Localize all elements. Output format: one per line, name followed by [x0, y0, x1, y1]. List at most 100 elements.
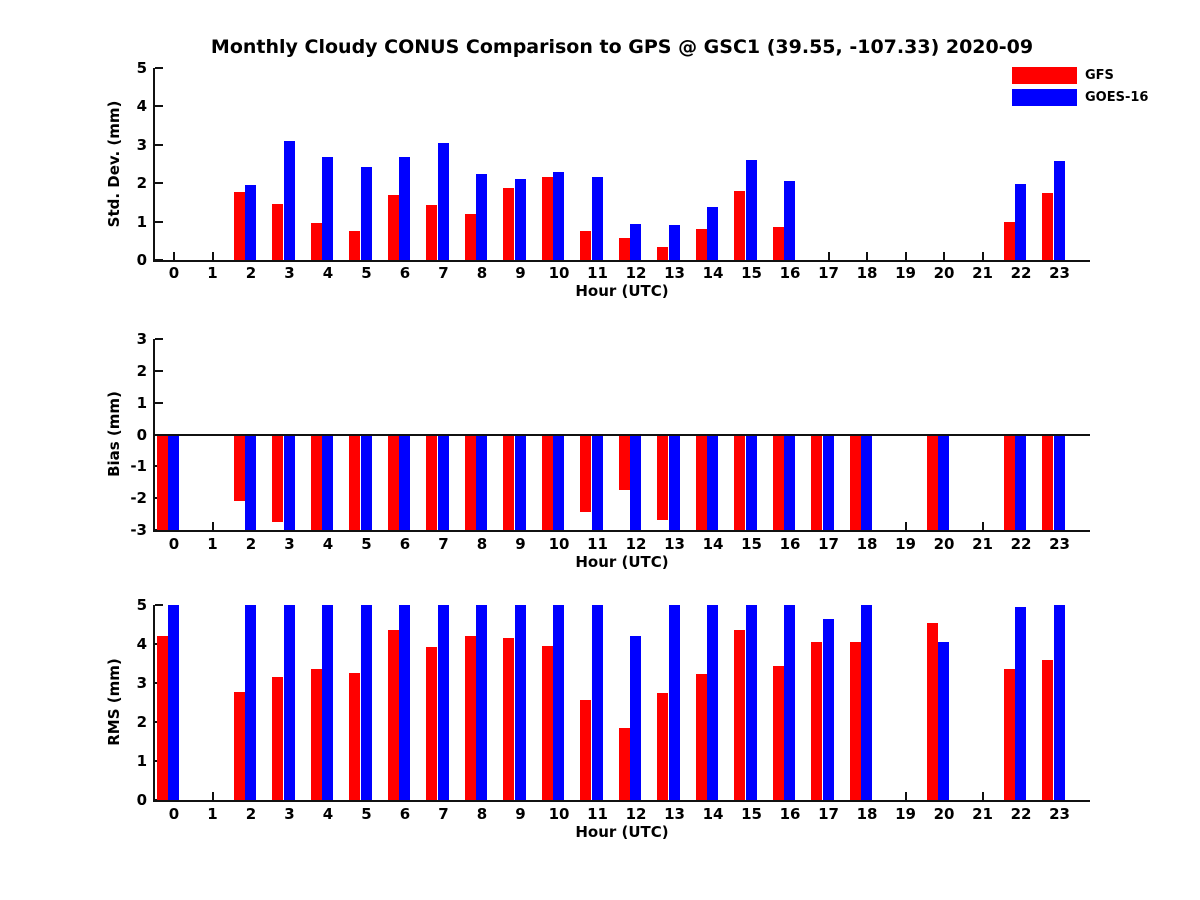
y-tick — [155, 401, 163, 404]
y-tick-label: 2 — [136, 174, 147, 193]
x-tick — [211, 792, 214, 800]
y-tick-label: 3 — [136, 674, 147, 692]
legend-item-goes16: GOES-16 — [1012, 89, 1148, 106]
bar-gfs-hour-13 — [657, 434, 669, 521]
y-tick-label: 4 — [136, 635, 147, 653]
bar-gfs-hour-9 — [503, 638, 515, 800]
bar-gfs-hour-4 — [310, 669, 322, 800]
y-tick — [155, 182, 163, 185]
bar-goes-16-hour-5 — [360, 605, 372, 800]
bar-goes-16-hour-2 — [245, 434, 257, 530]
x-tick-label: 13 — [664, 535, 685, 553]
x-tick-label: 21 — [972, 535, 993, 553]
bar-gfs-hour-23 — [1042, 192, 1054, 260]
x-tick-label: 3 — [284, 535, 295, 553]
bar-goes-16-hour-9 — [514, 434, 526, 530]
bar-gfs-hour-8 — [464, 213, 476, 260]
bar-goes-16-hour-22 — [1015, 434, 1027, 530]
legend-label-gfs: GFS — [1085, 68, 1114, 83]
x-tick-label: 5 — [361, 264, 372, 282]
bar-gfs-hour-18 — [849, 434, 861, 530]
x-axis-label-stddev: Hour (UTC) — [575, 282, 669, 300]
bar-goes-16-hour-4 — [322, 605, 334, 800]
x-tick — [211, 522, 214, 530]
x-tick-label: 12 — [625, 805, 647, 823]
x-tick-label: 6 — [399, 805, 411, 823]
y-tick — [155, 105, 163, 108]
x-tick-label: 21 — [972, 264, 993, 282]
x-tick-label: 23 — [1049, 264, 1070, 282]
x-tick-label: 15 — [741, 805, 762, 823]
bar-goes-16-hour-14 — [707, 207, 719, 260]
y-tick-label: 1 — [136, 212, 147, 231]
bar-gfs-hour-23 — [1042, 659, 1054, 800]
x-tick-label: 12 — [625, 535, 647, 553]
bar-goes-16-hour-0 — [168, 434, 180, 530]
x-tick-label: 12 — [625, 264, 647, 282]
y-tick-label: 3 — [136, 330, 147, 348]
bar-goes-16-hour-14 — [707, 605, 719, 800]
x-tick-label: 15 — [741, 264, 762, 282]
zero-line — [155, 433, 1090, 436]
bar-goes-16-hour-16 — [784, 434, 796, 530]
bar-goes-16-hour-6 — [399, 157, 411, 260]
x-tick-label: 2 — [245, 264, 257, 282]
x-tick-label: 7 — [438, 805, 449, 823]
x-axis-label-bias: Hour (UTC) — [575, 553, 669, 571]
x-tick — [981, 252, 984, 260]
x-tick-label: 5 — [361, 805, 372, 823]
bar-goes-16-hour-2 — [245, 605, 257, 800]
x-tick-label: 17 — [818, 264, 839, 282]
x-tick-label: 5 — [361, 535, 372, 553]
bar-goes-16-hour-11 — [591, 434, 603, 530]
y-tick-label: -3 — [130, 521, 147, 539]
x-tick — [904, 792, 907, 800]
legend-label-goes16: GOES-16 — [1085, 90, 1149, 105]
stddev-plot-area — [153, 67, 1090, 262]
bar-gfs-hour-17 — [811, 641, 823, 800]
bias-plot-area — [153, 338, 1090, 532]
bar-goes-16-hour-23 — [1053, 605, 1065, 800]
bar-goes-16-hour-4 — [322, 157, 334, 260]
x-tick-label: 17 — [818, 805, 839, 823]
bar-goes-16-hour-17 — [822, 618, 834, 800]
y-tick-label: 5 — [136, 596, 147, 614]
x-tick-label: 16 — [779, 535, 801, 553]
bar-gfs-hour-22 — [1003, 221, 1015, 260]
x-tick-label: 8 — [476, 264, 488, 282]
bar-goes-16-hour-8 — [476, 434, 488, 530]
x-tick-label: 19 — [895, 535, 916, 553]
x-tick-label: 22 — [1010, 535, 1032, 553]
bar-goes-16-hour-12 — [630, 434, 642, 530]
x-tick — [981, 792, 984, 800]
bar-goes-16-hour-8 — [476, 173, 488, 260]
x-tick-label: 14 — [702, 535, 724, 553]
x-tick — [943, 252, 945, 260]
y-tick-label: 1 — [136, 393, 147, 412]
x-tick-label: 11 — [587, 264, 608, 282]
x-tick-label: 6 — [399, 264, 411, 282]
bar-goes-16-hour-6 — [399, 434, 411, 530]
x-tick-label: 9 — [515, 535, 526, 553]
x-tick-label: 9 — [515, 264, 526, 282]
bar-goes-16-hour-15 — [745, 434, 757, 530]
bar-goes-16-hour-18 — [861, 434, 873, 530]
x-tick-label: 19 — [895, 264, 916, 282]
x-tick — [173, 252, 175, 260]
bar-gfs-hour-6 — [387, 194, 399, 260]
bar-gfs-hour-2 — [233, 691, 245, 800]
x-tick — [981, 522, 984, 530]
x-tick-label: 22 — [1010, 264, 1032, 282]
bar-goes-16-hour-0 — [168, 605, 180, 800]
bar-gfs-hour-0 — [156, 434, 168, 530]
bar-goes-16-hour-9 — [514, 179, 526, 260]
x-tick-label: 3 — [284, 805, 295, 823]
x-tick-label: 1 — [207, 805, 218, 823]
bar-goes-16-hour-6 — [399, 605, 411, 800]
bar-goes-16-hour-10 — [553, 172, 565, 260]
bar-gfs-hour-6 — [387, 630, 399, 800]
y-tick-label: 2 — [136, 361, 147, 380]
bar-gfs-hour-10 — [541, 177, 553, 260]
